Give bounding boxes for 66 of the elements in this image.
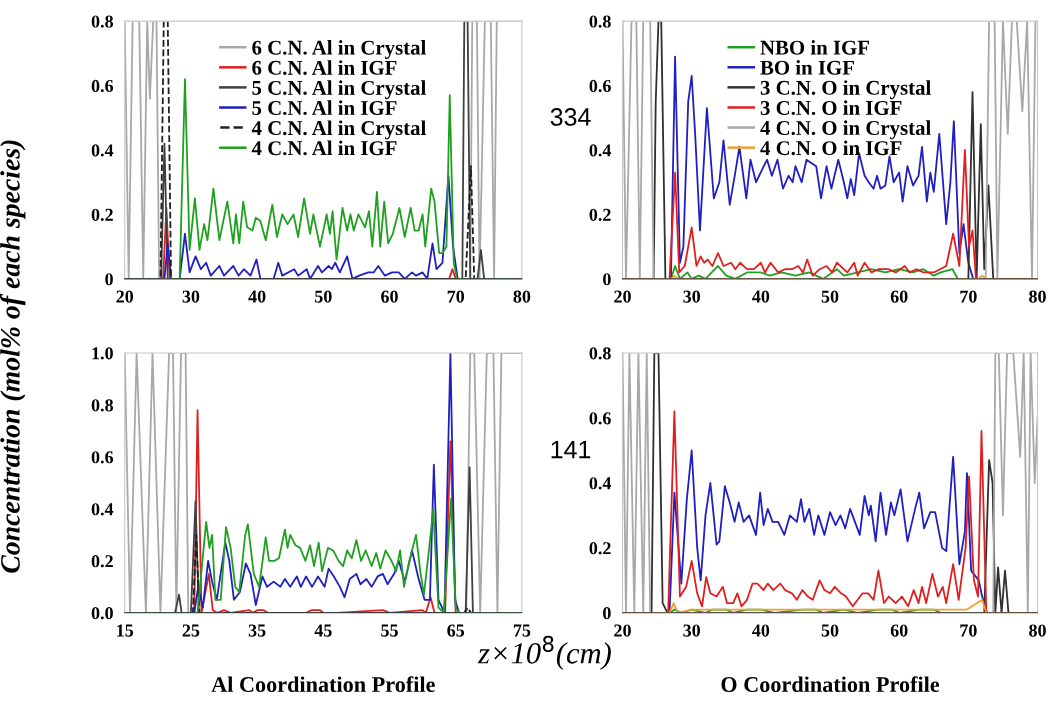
legend-label: 4 C.N. Al in Crystal xyxy=(251,120,426,140)
x-tick-label: 70 xyxy=(960,290,977,303)
y-tick-label: 0.4 xyxy=(91,144,114,157)
x-tick-label: 60 xyxy=(381,290,398,303)
legend-label: 4 C.N. O in IGF xyxy=(760,140,902,156)
x-tick-label: 50 xyxy=(821,290,839,303)
text: 141 xyxy=(551,440,591,459)
x-tick-label: 80 xyxy=(1029,624,1046,637)
x-tick-label: 70 xyxy=(447,290,465,303)
y-tick-label: 0.0 xyxy=(91,607,113,620)
legend-label: NBO in IGF xyxy=(760,40,869,55)
legend-label: BO in IGF xyxy=(760,60,854,75)
x-tick-label: 25 xyxy=(182,624,200,637)
y-tick-label: 0 xyxy=(105,273,113,286)
x-tick-label: 70 xyxy=(960,624,977,637)
y-tick-label: 0.8 xyxy=(91,15,113,28)
x-tick-label: 20 xyxy=(614,290,631,303)
x-axis-title: Al Coordination Profile xyxy=(211,676,435,693)
x-tick-label: 20 xyxy=(614,624,631,637)
x-tick-label: 30 xyxy=(683,290,701,303)
y-tick-label: 0.2 xyxy=(589,542,611,555)
legend-label: 4 C.N. O in Crystal xyxy=(760,120,931,140)
x-tick-label: 20 xyxy=(116,290,134,303)
x-tick-label: 35 xyxy=(248,624,266,637)
x-tick-label: 40 xyxy=(752,624,770,637)
y-tick-label: 0.4 xyxy=(589,144,612,157)
x-tick-label: 60 xyxy=(890,624,908,637)
y-tick-label: 0.6 xyxy=(589,79,611,93)
x-tick-label: 40 xyxy=(248,290,266,303)
x-tick-label: 50 xyxy=(821,624,839,637)
x-tick-label: 30 xyxy=(683,624,701,637)
y-tick-label: 0.2 xyxy=(91,555,113,568)
x-tick-label: 50 xyxy=(315,290,332,303)
y-tick-label: 0 xyxy=(603,607,611,620)
text: 334 xyxy=(550,108,591,126)
y-tick-label: 0.8 xyxy=(589,15,611,28)
y-tick-label: 0 xyxy=(603,273,611,286)
legend-label: 5 C.N. Al in Crystal xyxy=(252,80,426,100)
x-tick-label: 80 xyxy=(513,290,531,303)
y-tick-label: 0.4 xyxy=(91,503,114,516)
legend-label: 3 C.N. O in IGF xyxy=(760,100,902,116)
x-tick-label: 15 xyxy=(117,624,134,637)
legend-label: 6 C.N. Al in Crystal xyxy=(252,40,426,60)
legend-label: 5 C.N. Al in IGF xyxy=(252,100,397,116)
legend-label: 3 C.N. O in Crystal xyxy=(760,80,931,100)
y-tick-label: 0.6 xyxy=(589,412,611,425)
x-tick-label: 45 xyxy=(314,624,332,637)
y-tick-label: 0.6 xyxy=(91,451,114,464)
legend-label: 4 C.N. Al in IGF xyxy=(251,140,397,156)
x-tick-label: 55 xyxy=(381,624,398,637)
x-tick-label: 80 xyxy=(1029,290,1046,303)
x-axis-title: O Coordination Profile xyxy=(721,676,940,693)
y-tick-label: 0.8 xyxy=(589,347,611,360)
y-axis-title: Concentration (mol% of each species) xyxy=(0,140,26,573)
y-tick-label: 0.2 xyxy=(91,208,113,221)
x-tick-label: 65 xyxy=(447,624,465,637)
y-tick-label: 0.8 xyxy=(91,399,113,412)
x-tick-label: 30 xyxy=(182,290,200,303)
x-tick-label: 75 xyxy=(513,624,531,637)
y-tick-label: 1.0 xyxy=(92,347,113,360)
x-tick-label: 60 xyxy=(890,290,908,303)
y-tick-label: 0.6 xyxy=(91,79,114,93)
y-tick-label: 0.4 xyxy=(589,477,612,490)
y-tick-label: 0.2 xyxy=(589,208,611,221)
legend-label: 6 C.N. Al in IGF xyxy=(252,60,397,75)
x-tick-label: 40 xyxy=(752,290,770,303)
